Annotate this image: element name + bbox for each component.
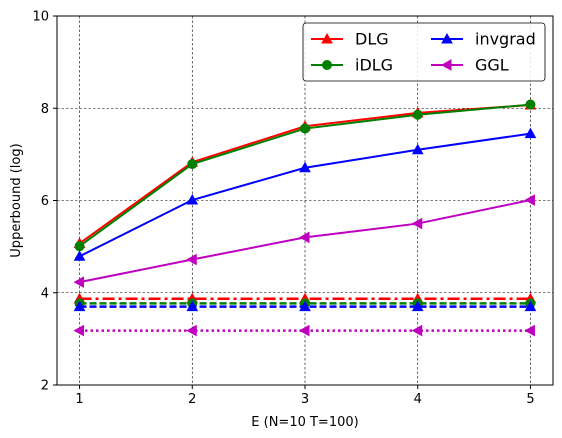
- data-point: [411, 143, 424, 155]
- data-point: [299, 161, 311, 173]
- data-point: [411, 324, 423, 337]
- y-axis-label: Upperbound (log): [9, 143, 24, 257]
- data-point: [524, 300, 537, 312]
- legend-item: iDLG: [311, 56, 393, 75]
- x-tick-label: 2: [188, 392, 196, 407]
- legend: DLG iDLG invgrad GGL: [302, 22, 546, 82]
- series-idlg: [74, 99, 536, 252]
- y-tick-label: 4: [41, 286, 49, 301]
- data-point: [299, 300, 311, 312]
- data-point: [524, 194, 535, 206]
- legend-item: invgrad: [431, 30, 536, 49]
- legend-marker: [441, 32, 453, 44]
- data-point: [525, 99, 536, 110]
- data-point: [300, 123, 310, 134]
- legend-item: GGL: [431, 56, 509, 75]
- series-baseline-7: [73, 324, 535, 337]
- legend-marker: [321, 32, 333, 44]
- series-invgrad: [73, 127, 537, 261]
- x-tick-label: 5: [526, 392, 534, 407]
- legend-marker: [440, 59, 452, 71]
- legend-label: GGL: [475, 56, 509, 75]
- data-point: [186, 253, 197, 266]
- legend-label: iDLG: [355, 56, 393, 75]
- data-point: [524, 324, 535, 337]
- legend-label: DLG: [355, 30, 389, 49]
- x-tick-label: 4: [414, 392, 422, 407]
- data-point: [187, 159, 198, 170]
- legend-item: DLG: [311, 30, 389, 49]
- y-tick-label: 10: [32, 10, 49, 25]
- data-point: [73, 324, 85, 337]
- y-tick-label: 8: [41, 102, 49, 117]
- series-ggl: [73, 194, 535, 288]
- y-tick-label: 6: [41, 194, 49, 209]
- axes: 1 2 3 4 5 2 4 6 8 10: [32, 10, 534, 408]
- data-point: [411, 217, 423, 230]
- series-layer: [73, 98, 537, 337]
- data-point: [411, 300, 424, 312]
- data-point: [186, 194, 199, 205]
- data-point: [186, 324, 197, 337]
- x-axis-label: E (N=10 T=100): [251, 415, 358, 430]
- legend-label: invgrad: [475, 30, 536, 49]
- x-tick-label: 1: [75, 392, 83, 407]
- data-point: [74, 241, 85, 252]
- data-point: [412, 109, 423, 120]
- data-point: [73, 250, 86, 261]
- series-baseline-6: [73, 300, 537, 312]
- data-point: [298, 324, 310, 337]
- data-point: [73, 276, 85, 288]
- x-tick-label: 3: [301, 392, 309, 407]
- data-point: [73, 300, 86, 312]
- data-point: [298, 231, 310, 244]
- data-point: [186, 300, 199, 312]
- legend-marker: [322, 60, 332, 70]
- legend-box: [302, 22, 546, 82]
- y-tick-label: 2: [41, 379, 49, 394]
- data-point: [524, 127, 537, 139]
